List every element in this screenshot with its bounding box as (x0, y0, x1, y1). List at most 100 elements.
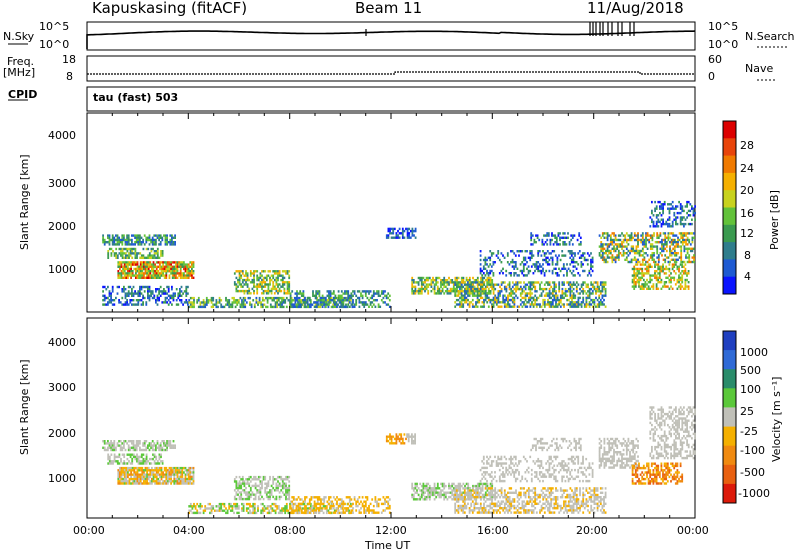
heatmap-cell (462, 294, 465, 297)
heatmap-cell (366, 296, 369, 300)
heatmap-cell (162, 265, 164, 268)
heatmap-cell (627, 254, 630, 257)
heatmap-cell (261, 511, 264, 515)
heatmap-cell (157, 473, 160, 476)
heatmap-cell (543, 294, 546, 297)
heatmap-cell (630, 236, 633, 239)
heatmap-cell (231, 303, 234, 306)
heatmap-cell (272, 480, 275, 483)
heatmap-cell (245, 509, 248, 512)
heatmap-cell (191, 482, 193, 485)
heatmap-cell (112, 250, 114, 253)
heatmap-cell (356, 498, 359, 501)
heatmap-cell (173, 471, 176, 474)
heatmap-cell (139, 265, 142, 268)
heatmap-cell (440, 285, 442, 288)
heatmap-cell (686, 285, 688, 288)
heatmap-cell (145, 446, 148, 449)
heatmap-cell (166, 236, 168, 239)
heatmap-cell (131, 292, 133, 295)
heatmap-cell (112, 462, 114, 465)
heatmap-cell (163, 466, 166, 470)
heatmap-cell (601, 247, 604, 250)
heatmap-cell (298, 509, 301, 512)
heatmap-cell (135, 442, 138, 445)
heatmap-cell (196, 509, 199, 512)
heatmap-cell (647, 285, 650, 288)
heatmap-cell (482, 258, 485, 262)
heatmap-cell (483, 287, 485, 291)
heatmap-cell (574, 301, 577, 304)
heatmap-cell (240, 289, 243, 293)
heatmap-cell (159, 263, 161, 266)
heatmap-cell (150, 247, 153, 251)
heatmap-cell (608, 256, 611, 259)
heatmap-cell (342, 511, 345, 514)
heatmap-cell (646, 254, 649, 257)
heatmap-cell (332, 296, 335, 300)
heatmap-cell (601, 256, 604, 259)
heatmap-cell (508, 281, 511, 284)
heatmap-cell (127, 471, 129, 474)
heatmap-cell (635, 260, 638, 264)
heatmap-cell (644, 283, 647, 286)
heatmap-cell (603, 252, 606, 255)
heatmap-cell (108, 292, 111, 295)
heatmap-cell (182, 303, 184, 306)
heatmap-cell (636, 267, 639, 271)
heatmap-cell (246, 276, 249, 280)
heatmap-cell (243, 491, 246, 494)
heatmap-cell (119, 473, 121, 476)
heatmap-cell (641, 247, 644, 250)
heatmap-cell (414, 229, 417, 233)
heatmap-cell (273, 285, 276, 288)
heatmap-cell (241, 478, 244, 481)
heatmap-cell (527, 292, 530, 295)
heatmap-cell (595, 290, 597, 293)
heatmap-cell (680, 260, 683, 264)
heatmap-cell (111, 444, 114, 447)
heatmap-cell (638, 238, 641, 242)
heatmap-cell (243, 489, 246, 492)
heatmap-cell (389, 232, 391, 235)
heatmap-cell (571, 303, 573, 306)
heatmap-cell (273, 299, 275, 302)
heatmap-cell (587, 285, 589, 289)
heatmap-cell (113, 303, 116, 306)
heatmap-cell (510, 290, 513, 293)
heatmap-cell (676, 222, 679, 226)
heatmap-cell (154, 263, 156, 266)
heatmap-cell (268, 296, 271, 300)
heatmap-cell (390, 236, 393, 239)
heatmap-cell (256, 489, 259, 492)
heatmap-cell (531, 243, 534, 246)
heatmap-cell (152, 276, 155, 279)
heatmap-cell (691, 241, 694, 244)
heatmap-cell (608, 245, 611, 248)
heatmap-cell (145, 448, 148, 452)
heatmap-cell (683, 260, 686, 264)
heatmap-cell (117, 475, 120, 479)
heatmap-cell (494, 298, 497, 302)
heatmap-cell (155, 462, 158, 465)
heatmap-cell (676, 216, 679, 219)
heatmap-cell (670, 249, 673, 253)
heatmap-cell (285, 497, 287, 501)
heatmap-cell (443, 276, 446, 280)
heatmap-cell (605, 249, 607, 253)
heatmap-cell (645, 241, 647, 244)
heatmap-cell (226, 301, 229, 304)
heatmap-cell (627, 238, 630, 242)
heatmap-cell (139, 241, 141, 244)
heatmap-cell (460, 287, 463, 291)
heatmap-cell (231, 509, 234, 512)
heatmap-cell (540, 281, 543, 284)
heatmap-cell (247, 296, 250, 300)
heatmap-cell (125, 469, 128, 472)
heatmap-cell (637, 241, 639, 244)
heatmap-cell (338, 511, 341, 515)
heatmap-cell (251, 493, 254, 496)
heatmap-cell (570, 252, 573, 255)
heatmap-cell (548, 263, 551, 266)
heatmap-cell (183, 301, 186, 304)
